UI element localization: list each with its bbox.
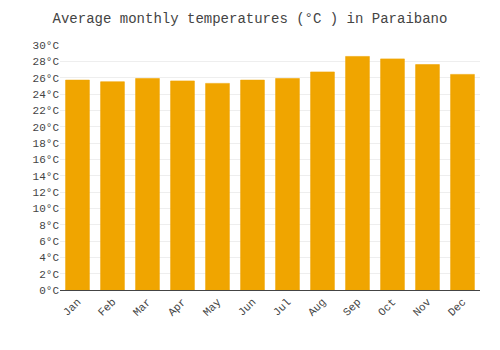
svg-text:Jul: Jul [271, 296, 293, 318]
svg-text:28°C: 28°C [33, 56, 60, 68]
svg-text:Jan: Jan [61, 296, 83, 318]
svg-text:26°C: 26°C [33, 73, 60, 85]
svg-text:16°C: 16°C [33, 154, 60, 166]
svg-text:18°C: 18°C [33, 138, 60, 150]
svg-text:22°C: 22°C [33, 105, 60, 117]
svg-text:Oct: Oct [376, 296, 398, 318]
svg-text:10°C: 10°C [33, 203, 60, 215]
svg-text:6°C: 6°C [39, 236, 59, 248]
svg-text:0°C: 0°C [39, 285, 59, 297]
svg-text:Average monthly temperatures (: Average monthly temperatures (°C ) in Pa… [53, 11, 448, 27]
svg-text:Mar: Mar [131, 296, 153, 318]
svg-text:4°C: 4°C [39, 252, 59, 264]
svg-text:May: May [201, 296, 224, 319]
svg-text:2°C: 2°C [39, 269, 59, 281]
svg-text:Nov: Nov [411, 296, 434, 319]
svg-text:Apr: Apr [166, 296, 188, 318]
svg-text:Sep: Sep [341, 296, 363, 318]
svg-text:Dec: Dec [446, 296, 468, 318]
svg-text:24°C: 24°C [33, 89, 60, 101]
svg-text:20°C: 20°C [33, 122, 60, 134]
svg-text:Aug: Aug [306, 296, 328, 318]
svg-text:12°C: 12°C [33, 187, 60, 199]
svg-text:30°C: 30°C [33, 40, 60, 52]
svg-text:Jun: Jun [236, 296, 258, 318]
svg-text:8°C: 8°C [39, 220, 59, 232]
svg-text:Feb: Feb [96, 296, 118, 318]
svg-text:14°C: 14°C [33, 171, 60, 183]
